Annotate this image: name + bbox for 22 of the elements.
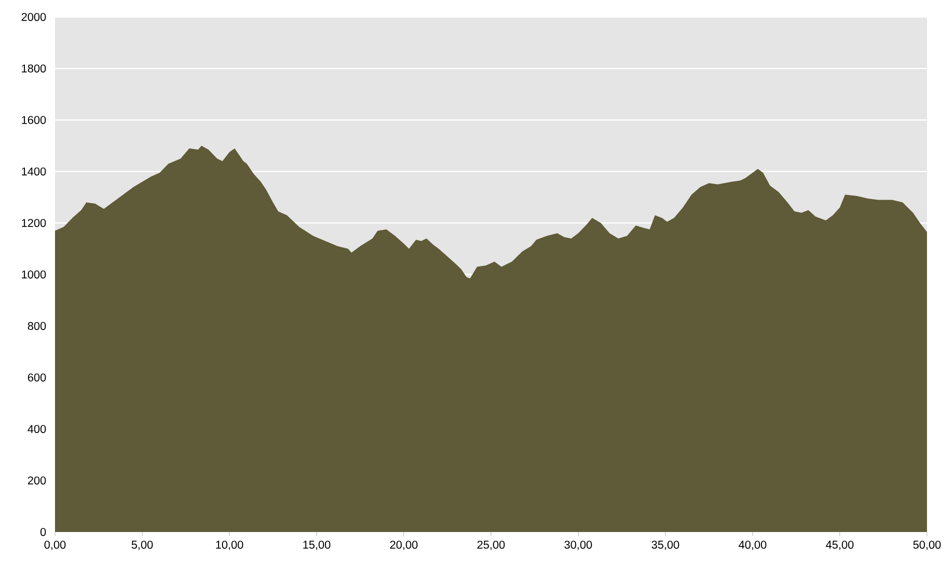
y-tick-label: 600 [28,373,46,382]
x-tick-label: 40,00 [738,540,766,550]
y-tick-label: 1600 [22,116,46,124]
y-tick-label: 1200 [22,218,46,227]
x-tick-label: 25,00 [477,540,505,550]
x-tick-label: 35,00 [652,540,680,550]
x-tick-label: 45,00 [826,540,854,550]
y-tick-label: 400 [28,424,46,433]
y-tick-label: 1400 [22,167,46,176]
x-tick-label: 15,00 [303,540,330,550]
x-tick-label: 10,00 [216,540,244,550]
y-tick-label: 1800 [22,64,46,72]
x-tick-label: 50,00 [913,540,941,550]
y-tick-label: 200 [28,476,46,484]
y-tick-label: 1000 [22,270,46,278]
y-tick-label: 800 [28,322,46,330]
x-tick-label: 5,00 [132,540,153,550]
x-tick-label: 20,00 [390,540,418,550]
x-tick-label: 30,00 [564,540,592,550]
y-tick-label: 0 [40,528,46,536]
x-tick-label: 0,00 [44,540,66,550]
y-tick-label: 2000 [22,12,46,21]
